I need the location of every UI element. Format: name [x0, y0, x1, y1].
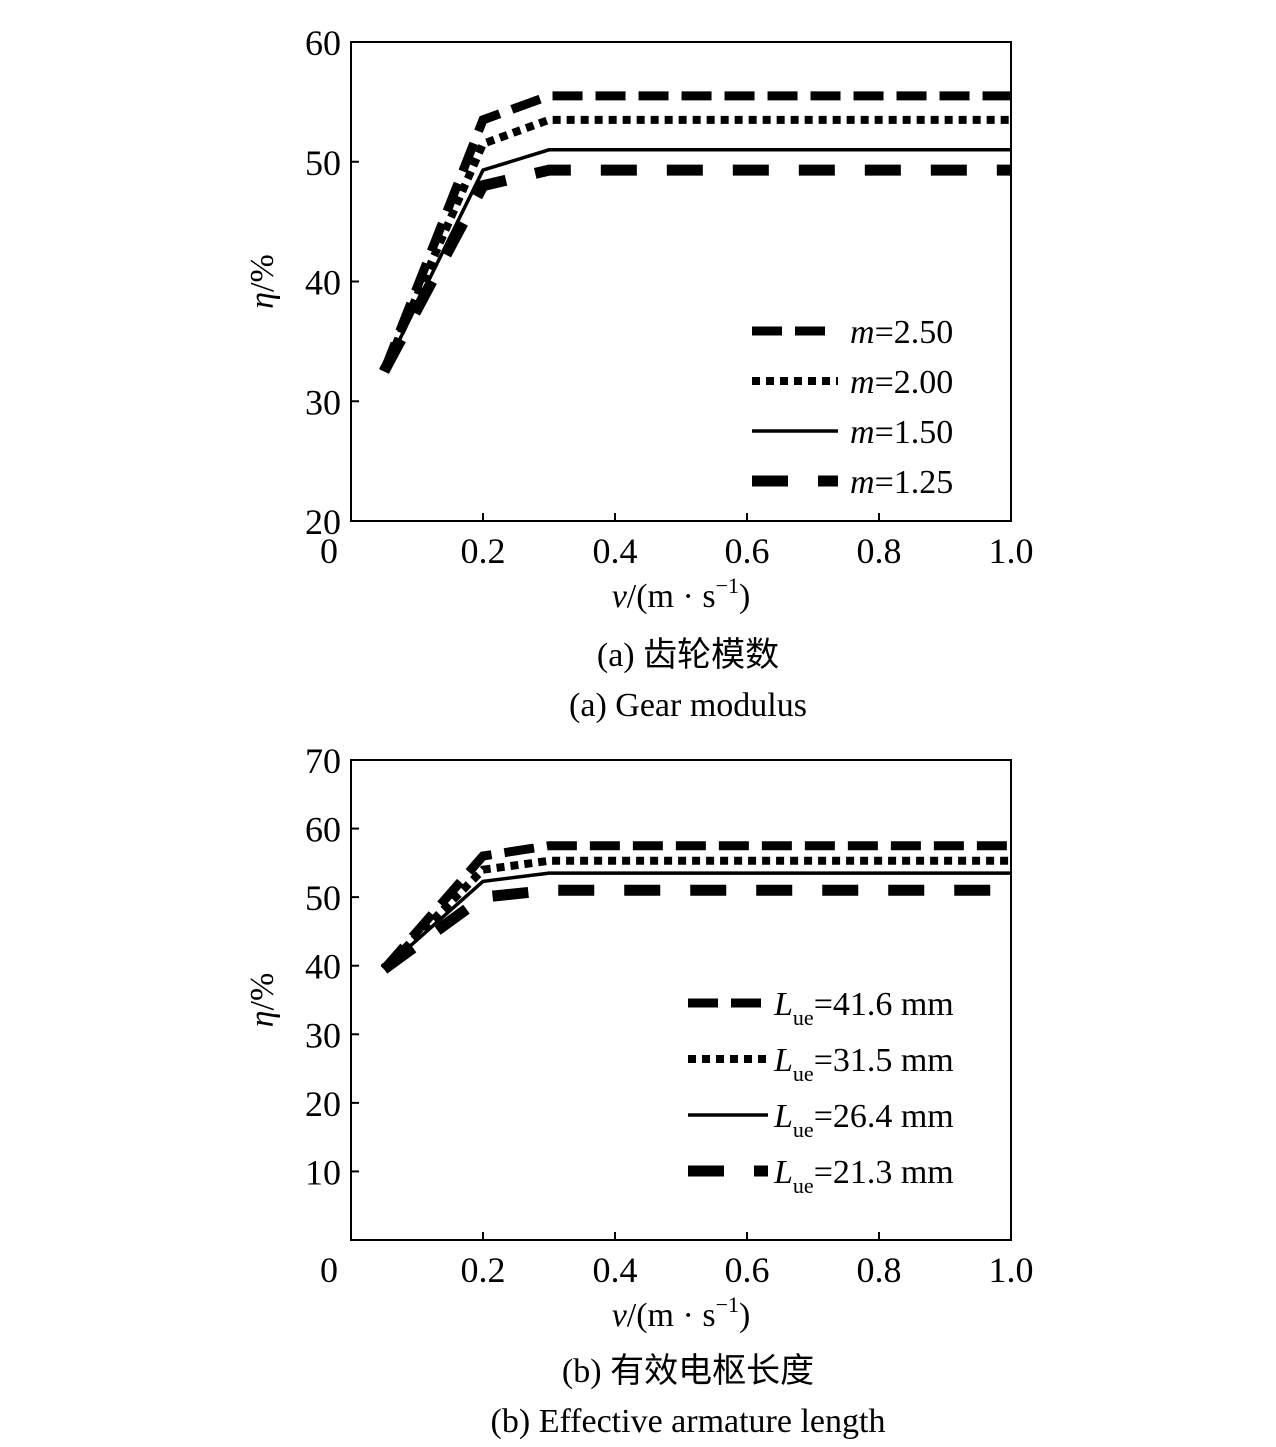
x-tick-label: 1.0 — [989, 1250, 1034, 1290]
x-tick-label: 0.6 — [725, 1250, 770, 1290]
y-tick-label: 60 — [305, 23, 341, 63]
y-tick-label: 30 — [305, 382, 341, 422]
series-line-3 — [382, 871, 1011, 971]
y-tick-label: 40 — [305, 263, 341, 303]
y-tick-label: 60 — [305, 810, 341, 850]
legend: m=2.50 m=2.00 m=1.50 m=1.25 — [752, 314, 953, 501]
legend-label-3: m=1.50 — [850, 414, 953, 451]
x-axis-label: v/(m · s−1) — [612, 1292, 751, 1334]
x-tick-label: 0.2 — [461, 1250, 506, 1290]
y-axis-label: η/% — [244, 973, 281, 1028]
series-line-4 — [380, 884, 1011, 974]
caption-en: (a) Gear modulus — [569, 687, 807, 724]
y-tick-label: 20 — [305, 502, 341, 542]
y-tick-label: 30 — [305, 1015, 341, 1055]
legend-label-2: m=2.00 — [850, 364, 953, 401]
x-tick-label: 0.8 — [857, 531, 902, 571]
caption-cn: (a) 齿轮模数 — [597, 636, 779, 674]
caption-cn: (b) 有效电枢长度 — [562, 1352, 814, 1390]
x-tick-label: 0.6 — [725, 531, 770, 571]
series-line-2 — [381, 856, 1011, 972]
x-tick-label: 0.4 — [593, 1250, 638, 1290]
series-line-1 — [379, 91, 1011, 373]
series-line-2 — [380, 115, 1011, 373]
legend-label-4: Lue=21.3 mm — [773, 1154, 954, 1198]
legend-label-1: Lue=41.6 mm — [773, 986, 954, 1030]
y-tick-label: 10 — [305, 1152, 341, 1192]
legend-label-3: Lue=26.4 mm — [773, 1098, 954, 1142]
series-line-3 — [382, 148, 1011, 373]
x-tick-label: 0 — [320, 1250, 338, 1290]
x-tick-label: 1.0 — [989, 531, 1034, 571]
x-tick-label: 0 — [320, 531, 338, 571]
caption-en: (b) Effective armature length — [491, 1403, 886, 1440]
legend-label-2: Lue=31.5 mm — [773, 1042, 954, 1086]
plot-frame — [350, 759, 1012, 1241]
chart-b: 0 0.2 0.4 0.6 0.8 1.0 10 20 30 40 50 60 70 η/% v/(m · … — [244, 741, 1034, 1440]
y-tick-label: 50 — [305, 143, 341, 183]
legend-label-4: m=1.25 — [850, 464, 953, 501]
series-line-1 — [380, 841, 1011, 973]
x-axis-label: v/(m · s−1) — [612, 573, 751, 615]
x-tick-label: 0.4 — [593, 531, 638, 571]
chart-a: 0 0.2 0.4 0.6 0.8 1.0 20 30 40 50 60 η/% v/(m · s−1)… — [244, 23, 1034, 724]
x-tick-label: 0.2 — [461, 531, 506, 571]
legend-label-1: m=2.50 — [850, 314, 953, 351]
y-tick-label: 20 — [305, 1084, 341, 1124]
y-tick-label: 40 — [305, 947, 341, 987]
legend: Lue=41.6 mm Lue=31.5 mm Lue=26.4 mm Lue=21.… — [688, 986, 954, 1198]
x-tick-label: 0.8 — [857, 1250, 902, 1290]
y-tick-label: 70 — [305, 741, 341, 781]
y-axis-label: η/% — [244, 254, 281, 309]
y-tick-label: 50 — [305, 878, 341, 918]
